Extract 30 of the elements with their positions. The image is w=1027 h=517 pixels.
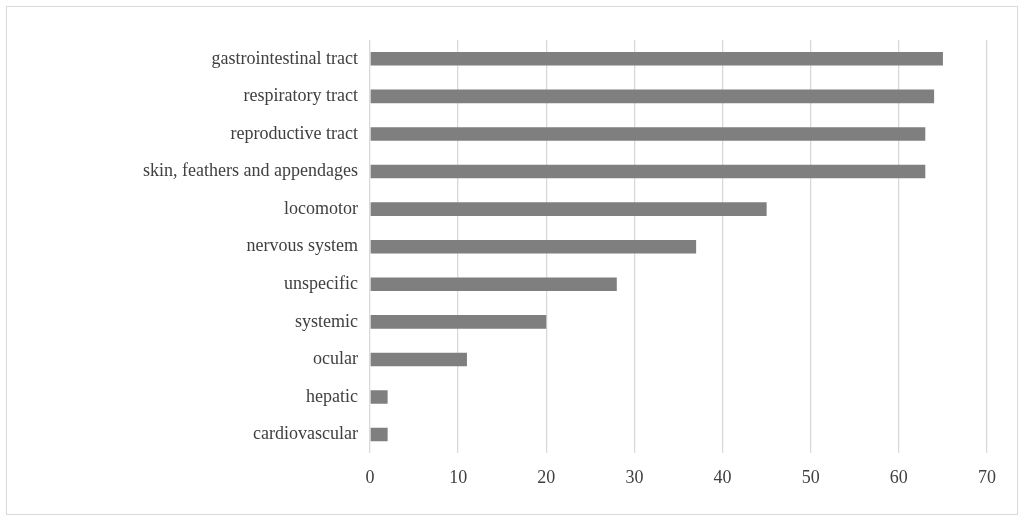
y-tick-label: cardiovascular <box>253 423 358 444</box>
bar <box>370 390 388 404</box>
bar <box>370 127 926 141</box>
bar <box>370 352 467 367</box>
bar <box>370 239 697 254</box>
y-tick-label: respiratory tract <box>243 85 358 106</box>
x-tick-label: 10 <box>449 466 468 487</box>
bar <box>370 202 767 216</box>
y-tick-label: nervous system <box>246 235 358 256</box>
y-tick-label: gastrointestinal tract <box>211 47 358 68</box>
bar <box>370 315 547 329</box>
y-tick-label: locomotor <box>284 197 358 218</box>
bar <box>370 277 617 292</box>
x-tick-label: 20 <box>537 466 556 487</box>
bar <box>370 427 388 442</box>
bar <box>370 52 943 66</box>
y-tick-label: skin, feathers and appendages <box>143 160 358 181</box>
x-tick-label: 70 <box>978 466 996 487</box>
x-tick-label: 30 <box>625 466 644 487</box>
bar <box>370 164 926 179</box>
y-tick-label: unspecific <box>284 273 359 294</box>
bar <box>370 89 935 104</box>
x-tick-label: 60 <box>889 466 908 487</box>
x-tick-label: 40 <box>713 466 732 487</box>
y-tick-label: systemic <box>295 310 358 331</box>
y-tick-label: reproductive tract <box>230 122 358 143</box>
x-tick-label: 0 <box>365 466 375 487</box>
x-tick-label: 50 <box>801 466 820 487</box>
y-tick-label: hepatic <box>306 385 358 406</box>
y-tick-label: ocular <box>313 348 358 369</box>
